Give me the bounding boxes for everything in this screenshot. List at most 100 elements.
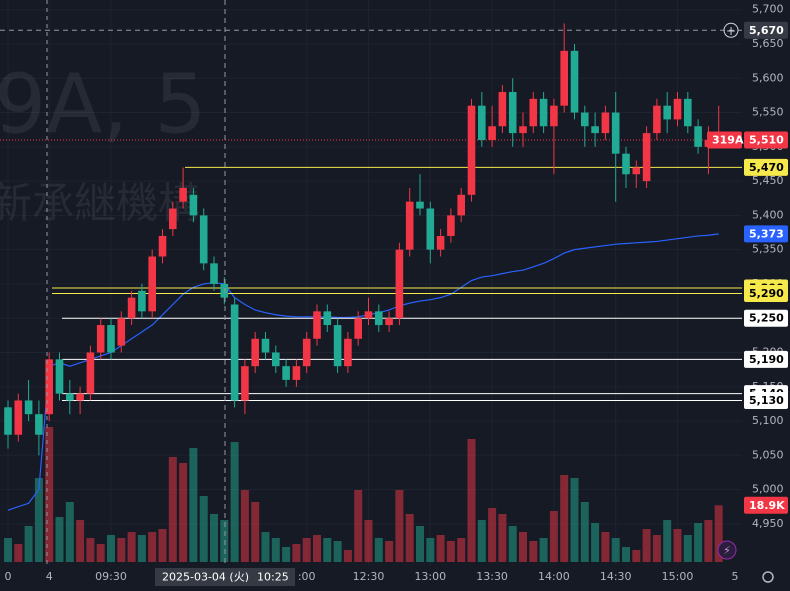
candle-body (169, 208, 177, 230)
volume-bar (45, 427, 54, 562)
candle-body (251, 338, 259, 367)
candle-body (55, 359, 64, 394)
volume-bar (354, 490, 363, 562)
crosshair-price-label-box (744, 21, 788, 39)
volume-bar (508, 526, 517, 562)
volume-bar (199, 496, 208, 562)
crosshair-date: 2025-03-04 (火) (162, 571, 249, 584)
candle-body (601, 112, 610, 134)
volume-bar (395, 490, 404, 562)
volume-bar (704, 520, 713, 562)
volume-bar (189, 448, 198, 562)
time-axis: 0 4 09:30:00 12:30 13:00 13:30 14:00 14:30 15:00… (5, 568, 739, 586)
volume-bar (240, 490, 249, 562)
current-price-label-box (744, 131, 788, 149)
candle-body (560, 50, 568, 106)
ma-label: 5,373 (749, 227, 784, 240)
candle-body (86, 352, 95, 394)
candle-body (467, 105, 476, 195)
candle-body (24, 400, 33, 415)
candle-body (570, 50, 579, 113)
level-label-box (744, 158, 788, 176)
candle-body (550, 105, 558, 127)
volume-bar (416, 526, 424, 562)
candle-body (457, 194, 465, 216)
candle-body (519, 126, 527, 134)
volume-bar (158, 529, 167, 562)
candle-body (375, 311, 383, 326)
candle-body (158, 235, 167, 257)
volume-bar (652, 535, 661, 562)
volume-bar (673, 529, 682, 562)
candle-body (416, 201, 424, 209)
volume-bar (529, 541, 538, 562)
candle-body (189, 194, 198, 216)
volume-bar (24, 526, 33, 562)
volume-bar (210, 514, 218, 562)
settings-button[interactable] (762, 571, 774, 583)
volume-bar (282, 547, 291, 562)
price-axis: 5,7005,6505,6005,5505,5005,4505,4005,350… (707, 3, 788, 530)
volume-bar (4, 538, 12, 562)
candle-body (230, 304, 239, 401)
candle-body (199, 215, 208, 264)
volume-bar (271, 538, 280, 562)
volume-bar (405, 514, 414, 562)
candle-body (488, 126, 496, 140)
volume-bar (632, 550, 641, 562)
y-tick-label: 5,400 (752, 208, 784, 221)
volume-bar (446, 541, 455, 562)
alert-button[interactable] (717, 540, 737, 560)
volume-bar (86, 538, 95, 562)
candle-body (622, 153, 630, 175)
ma-label-box (744, 225, 788, 243)
volume-bar (457, 538, 466, 562)
x-tick-label: 13:00 (414, 570, 446, 583)
y-tick-label: 5,550 (752, 106, 784, 119)
y-tick-label: 5,650 (752, 37, 784, 50)
candle-body (539, 98, 548, 127)
candle-body (364, 311, 373, 319)
level-label-box (744, 309, 788, 327)
volume-bar (694, 523, 703, 562)
candle-body (313, 311, 321, 339)
x-tick-label: 0 (5, 570, 12, 583)
watermark-symbol: 9A, 5 (0, 57, 207, 152)
volume-bar (364, 520, 373, 562)
candle-body (148, 256, 156, 312)
volume-bar (302, 538, 311, 562)
candle-body (261, 338, 270, 353)
candle-body (642, 133, 651, 182)
level-label: 5,250 (749, 312, 784, 325)
candle-body (66, 393, 74, 401)
candle-body (529, 98, 538, 127)
candle-body (581, 112, 589, 127)
candle-body (653, 105, 661, 134)
candle-body (4, 407, 12, 435)
volume-bar (374, 538, 383, 562)
x-tick-label: 09:30 (95, 570, 127, 583)
x-tick-label: 14:00 (538, 570, 570, 583)
candle-body (447, 215, 455, 236)
candle-body (354, 318, 362, 339)
volume-bar (467, 439, 476, 562)
moving-average-line (7, 233, 719, 511)
candle-body (436, 235, 445, 250)
volume-bar (137, 535, 146, 562)
y-tick-label: 5,450 (752, 174, 784, 187)
crosshair-time: 10:25 (257, 571, 289, 584)
y-tick-label: 5,600 (752, 71, 784, 84)
candle-body (632, 167, 641, 175)
candle-body (35, 414, 43, 435)
candle-body (405, 201, 414, 250)
level-label: 5,190 (749, 353, 784, 366)
volume-bar (622, 547, 630, 562)
volume-bar (580, 502, 589, 562)
price-pane (0, 23, 742, 511)
volume-bar (179, 463, 188, 562)
level-label-box (744, 285, 788, 303)
volume-bar (55, 517, 64, 562)
volume-bar (714, 505, 723, 562)
candle-body (76, 393, 84, 401)
